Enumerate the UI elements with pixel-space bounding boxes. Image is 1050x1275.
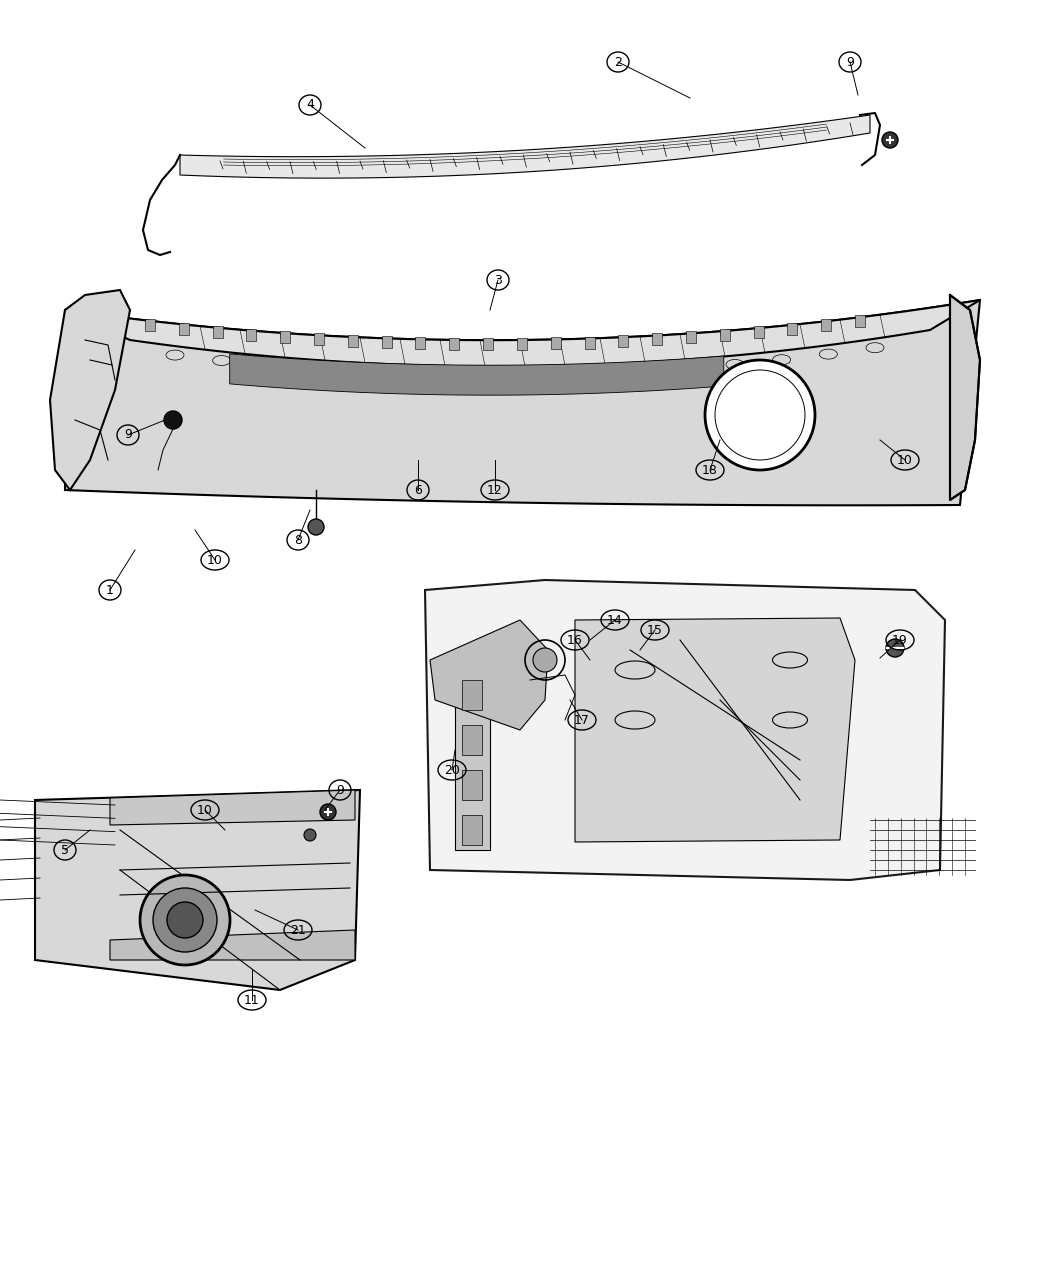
Text: 19: 19 xyxy=(892,634,908,646)
Text: 5: 5 xyxy=(61,844,69,857)
Polygon shape xyxy=(686,332,696,343)
Text: 16: 16 xyxy=(567,634,583,646)
Polygon shape xyxy=(585,337,594,348)
Circle shape xyxy=(705,360,815,470)
Polygon shape xyxy=(145,319,155,332)
Text: 21: 21 xyxy=(290,923,306,937)
Polygon shape xyxy=(821,319,832,332)
Text: 14: 14 xyxy=(607,613,623,626)
Polygon shape xyxy=(247,329,256,340)
Polygon shape xyxy=(855,315,865,328)
Polygon shape xyxy=(178,323,189,334)
Circle shape xyxy=(167,901,203,938)
Circle shape xyxy=(886,639,904,657)
Text: 9: 9 xyxy=(124,428,132,441)
Polygon shape xyxy=(455,655,490,850)
Polygon shape xyxy=(449,338,459,349)
Text: 6: 6 xyxy=(414,483,422,496)
Polygon shape xyxy=(212,326,223,338)
Polygon shape xyxy=(462,680,482,710)
Polygon shape xyxy=(462,725,482,755)
Circle shape xyxy=(304,829,316,842)
Polygon shape xyxy=(50,289,130,490)
Polygon shape xyxy=(575,618,855,842)
Polygon shape xyxy=(462,815,482,845)
Polygon shape xyxy=(280,332,290,343)
Circle shape xyxy=(308,519,324,536)
Polygon shape xyxy=(425,580,945,880)
Circle shape xyxy=(164,411,182,428)
Text: 10: 10 xyxy=(197,803,213,816)
Polygon shape xyxy=(754,326,763,338)
Text: 20: 20 xyxy=(444,764,460,776)
Text: 10: 10 xyxy=(897,454,912,467)
Text: 4: 4 xyxy=(306,98,314,111)
Polygon shape xyxy=(110,790,355,825)
Text: 10: 10 xyxy=(207,553,223,566)
Text: 1: 1 xyxy=(106,584,114,597)
Polygon shape xyxy=(65,300,980,366)
Polygon shape xyxy=(618,335,628,347)
Text: 17: 17 xyxy=(574,714,590,727)
Polygon shape xyxy=(348,335,358,347)
Circle shape xyxy=(320,805,336,820)
Text: 2: 2 xyxy=(614,56,622,69)
Polygon shape xyxy=(65,300,980,505)
Polygon shape xyxy=(169,333,881,389)
Circle shape xyxy=(140,875,230,965)
Text: 18: 18 xyxy=(702,464,718,477)
Polygon shape xyxy=(517,338,527,351)
Polygon shape xyxy=(35,790,360,989)
Polygon shape xyxy=(416,338,425,349)
Polygon shape xyxy=(719,329,730,340)
Polygon shape xyxy=(314,333,324,346)
Text: 11: 11 xyxy=(244,993,260,1006)
Polygon shape xyxy=(550,338,561,349)
Text: 8: 8 xyxy=(294,533,302,547)
Circle shape xyxy=(153,887,217,952)
Polygon shape xyxy=(462,770,482,799)
Polygon shape xyxy=(230,354,723,395)
Text: 9: 9 xyxy=(336,784,344,797)
Polygon shape xyxy=(483,338,493,351)
Text: 9: 9 xyxy=(846,56,854,69)
Polygon shape xyxy=(788,323,797,335)
Polygon shape xyxy=(430,620,548,731)
Polygon shape xyxy=(950,295,980,500)
Text: 3: 3 xyxy=(495,274,502,287)
Circle shape xyxy=(533,648,556,672)
Circle shape xyxy=(882,133,898,148)
Text: 12: 12 xyxy=(487,483,503,496)
Polygon shape xyxy=(381,337,392,348)
Text: 15: 15 xyxy=(647,623,663,636)
Polygon shape xyxy=(652,334,663,346)
Polygon shape xyxy=(110,929,355,960)
Polygon shape xyxy=(180,115,870,179)
